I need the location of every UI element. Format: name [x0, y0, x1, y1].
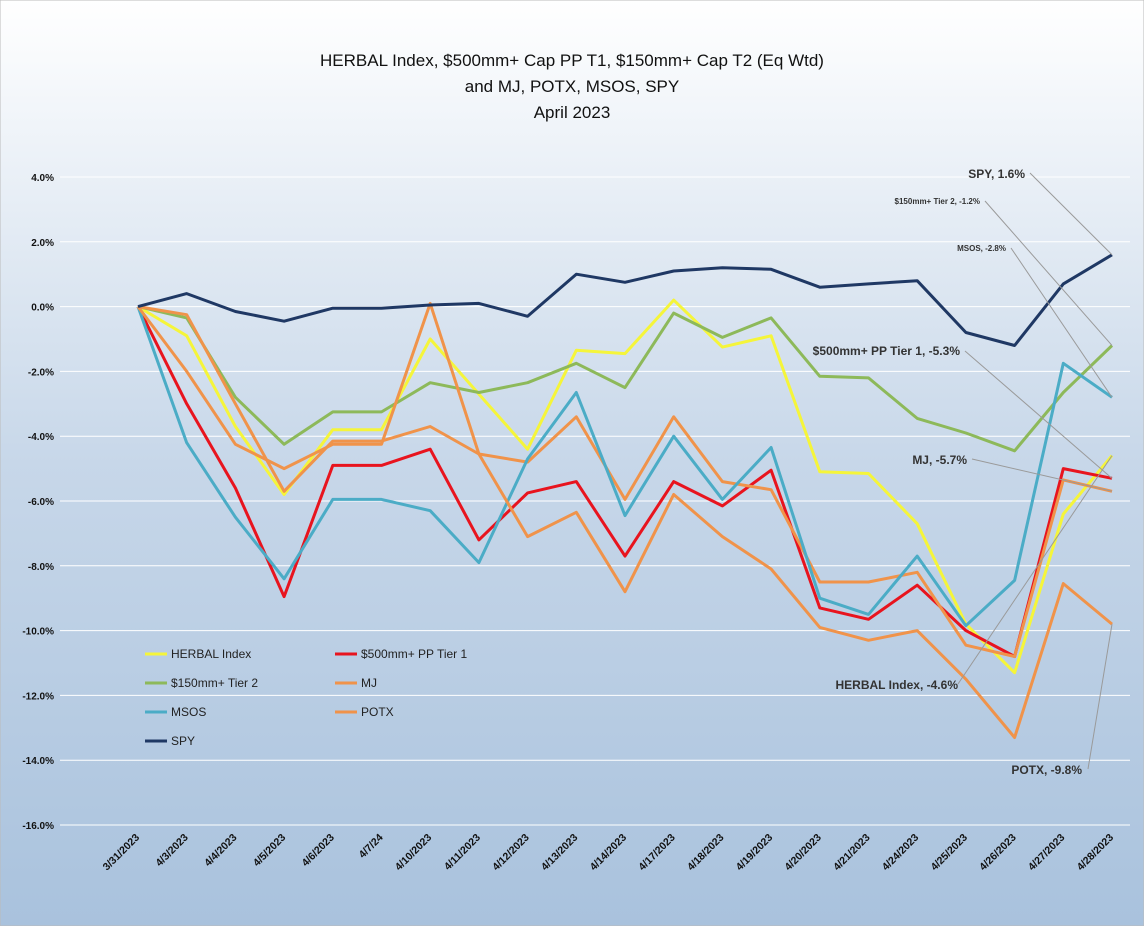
annotation-label: $500mm+ PP Tier 1, -5.3% [813, 344, 961, 358]
annotation-leader-line [964, 350, 1113, 479]
y-tick-label: 4.0% [31, 173, 54, 184]
y-tick-label: 2.0% [31, 238, 54, 249]
series-line-150mm-tier-2 [137, 305, 1114, 453]
y-tick-label: -14.0% [22, 756, 54, 767]
annotation-label: HERBAL Index, -4.6% [836, 678, 959, 692]
series-line-potx [136, 301, 1113, 739]
chart-title-line-3: April 2023 [534, 103, 611, 122]
y-tick-label: -10.0% [22, 627, 54, 638]
annotation-leader-line [1029, 172, 1113, 256]
annotation-leader-line [1010, 247, 1113, 398]
y-tick-label: -12.0% [22, 691, 54, 702]
legend-label: POTX [361, 705, 394, 719]
y-tick-label: -8.0% [28, 562, 54, 573]
annotation-leader-line [957, 455, 1113, 685]
series-line-msos [136, 306, 1113, 628]
legend-label: HERBAL Index [171, 647, 251, 661]
chart-title-line-1: HERBAL Index, $500mm+ Cap PP T1, $150mm+… [320, 51, 824, 70]
annotation-label: POTX, -9.8% [1011, 763, 1082, 777]
annotation-leader-line [971, 458, 1113, 492]
legend-label: SPY [171, 734, 195, 748]
series-line-spy [137, 253, 1113, 347]
y-tick-label: -16.0% [22, 821, 54, 832]
annotation-label: MJ, -5.7% [912, 453, 967, 467]
legend-label: $150mm+ Tier 2 [171, 676, 258, 690]
y-tick-label: -2.0% [28, 367, 54, 378]
legend-label: $500mm+ PP Tier 1 [361, 647, 467, 661]
y-tick-label: -6.0% [28, 497, 54, 508]
annotation-label: MSOS, -2.8% [957, 244, 1006, 253]
chart-title-line-2: and MJ, POTX, MSOS, SPY [465, 77, 679, 96]
y-tick-label: 0.0% [31, 303, 54, 314]
series-line-mj [137, 305, 1113, 658]
y-tick-label: -4.0% [28, 432, 54, 443]
annotation-leader-line [984, 200, 1113, 346]
annotation-leader-line [1087, 624, 1113, 770]
annotation-label: SPY, 1.6% [968, 167, 1025, 181]
annotation-label: $150mm+ Tier 2, -1.2% [895, 197, 980, 206]
legend-label: MSOS [171, 705, 206, 719]
legend-label: MJ [361, 676, 377, 690]
